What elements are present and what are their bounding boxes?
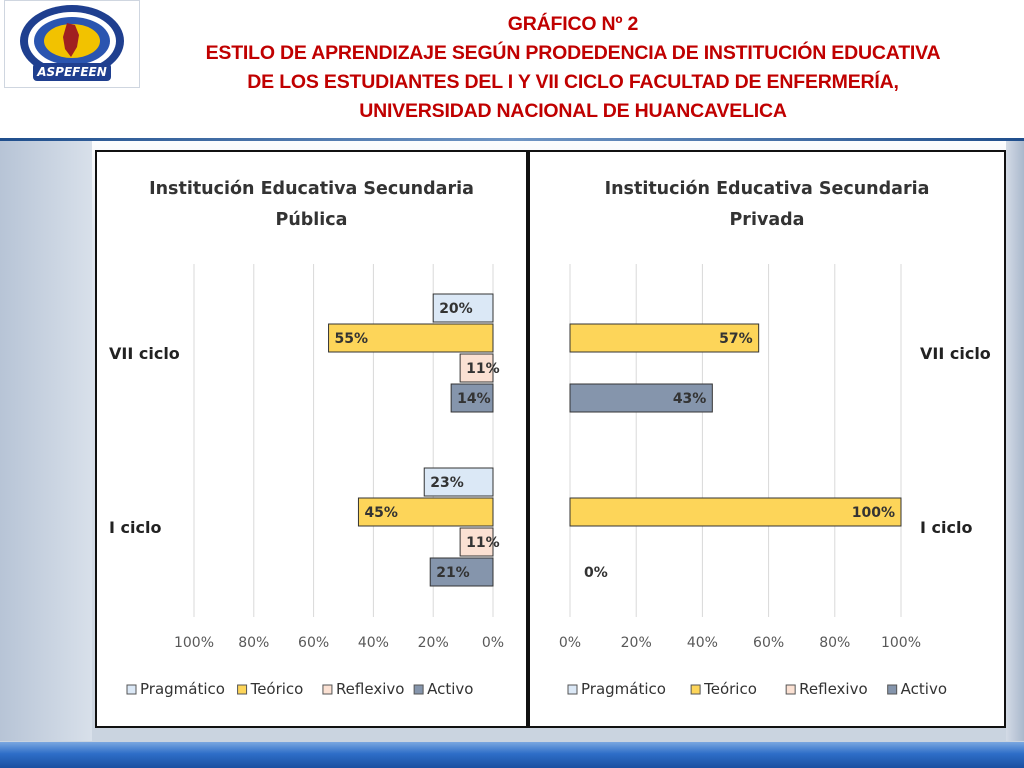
bar-reflexivo <box>459 527 494 557</box>
chart-title: Institución Educativa Secundaria Pública <box>97 174 526 236</box>
chart-title: Institución Educativa Secundaria Privada <box>530 174 1004 236</box>
bar-chart-privada: 0% 20% 40% 60% 80% 100% VII ciclo I ciclo 57% 100… <box>559 264 991 698</box>
legend-label-teorico: Teórico <box>250 680 304 698</box>
page-title: GRÁFICO Nº 2 ESTILO DE APRENDIZAJE SEGÚN… <box>150 10 996 126</box>
x-tick-label: 0% <box>482 635 504 651</box>
footer-band <box>0 742 1024 768</box>
legend-swatch-teorico <box>690 684 701 695</box>
bar-pragmatico <box>423 467 494 497</box>
category-label: VII ciclo <box>920 344 991 363</box>
legend-label-pragmatico: Pragmático <box>581 680 666 698</box>
chart-title-line-1: Institución Educativa Secundaria <box>604 179 930 199</box>
legend-label-activo: Activo <box>427 680 473 698</box>
legend-swatch-pragmatico <box>126 684 137 695</box>
data-label: 45% <box>364 505 398 521</box>
right-decoration <box>1006 141 1024 741</box>
chart-title-line-2: Privada <box>729 210 805 230</box>
data-label: 23% <box>430 475 464 491</box>
title-line-3: DE LOS ESTUDIANTES DEL I Y VII CICLO FAC… <box>247 71 899 93</box>
x-tick-label: 80% <box>238 635 269 651</box>
data-label: 100% <box>852 505 895 521</box>
x-tick-label: 40% <box>687 635 718 651</box>
bar-teorico <box>569 323 760 353</box>
legend-label-activo: Activo <box>901 680 947 698</box>
chart-title-line-2: Pública <box>275 210 348 230</box>
legend-swatch-pragmatico <box>567 684 578 695</box>
bar-pragmatico <box>432 293 494 323</box>
category-label: I ciclo <box>920 518 972 537</box>
x-tick-label: 60% <box>753 635 784 651</box>
data-label: 55% <box>335 331 369 347</box>
title-line-4: UNIVERSIDAD NACIONAL DE HUANCAVELICA <box>359 100 787 122</box>
header-band <box>0 0 1024 140</box>
bar-teorico <box>569 497 902 527</box>
legend-label-teorico: Teórico <box>703 680 757 698</box>
data-label: 14% <box>457 391 491 407</box>
title-line-1: GRÁFICO Nº 2 <box>507 13 639 35</box>
legend-swatch-activo <box>887 684 898 695</box>
legend-swatch-activo <box>413 684 424 695</box>
title-line-2: ESTILO DE APRENDIZAJE SEGÚN PRODEDENCIA … <box>205 42 941 64</box>
bar-activo <box>450 383 494 413</box>
chart-panel-publica: Institución Educativa Secundaria Pública… <box>95 150 528 728</box>
bar-activo <box>429 557 494 587</box>
data-label: 11% <box>466 361 500 377</box>
logo-emblem-icon <box>20 5 124 81</box>
data-label: 20% <box>439 301 473 317</box>
logo-label: ASPEFEEN <box>37 65 107 79</box>
x-tick-label: 20% <box>621 635 652 651</box>
chart-title-line-1: Institución Educativa Secundaria <box>149 179 474 199</box>
bar-activo <box>569 383 713 413</box>
legend-label-reflexivo: Reflexivo <box>799 680 868 698</box>
x-tick-label: 60% <box>298 635 329 651</box>
category-label: VII ciclo <box>109 344 180 363</box>
x-tick-label: 100% <box>881 635 921 651</box>
legend-swatch-reflexivo <box>322 684 333 695</box>
x-tick-label: 20% <box>418 635 449 651</box>
chart-panel-privada: Institución Educativa Secundaria Privada… <box>528 150 1006 728</box>
bar-chart-publica: 100% 80% 60% 40% 20% 0% VII ciclo I ciclo 20% 23%… <box>109 264 504 698</box>
category-label: I ciclo <box>109 518 161 537</box>
bar-reflexivo <box>459 353 494 383</box>
x-tick-label: 80% <box>819 635 850 651</box>
data-label: 11% <box>466 535 500 551</box>
x-tick-label: 40% <box>358 635 389 651</box>
header-divider <box>0 138 1024 141</box>
x-tick-label: 100% <box>174 635 214 651</box>
legend-swatch-teorico <box>237 684 248 695</box>
data-label: 57% <box>719 331 753 347</box>
legend-label-pragmatico: Pragmático <box>140 680 225 698</box>
aspefeen-logo: ASPEFEEN <box>4 0 140 88</box>
legend-label-reflexivo: Reflexivo <box>336 680 405 698</box>
legend-swatch-reflexivo <box>785 684 796 695</box>
bar-teorico <box>357 497 494 527</box>
left-decoration <box>0 141 92 741</box>
bar-teorico <box>328 323 494 353</box>
x-tick-label: 0% <box>559 635 581 651</box>
data-label: 43% <box>673 391 707 407</box>
data-label: 0% <box>584 565 608 581</box>
data-label: 21% <box>436 565 470 581</box>
